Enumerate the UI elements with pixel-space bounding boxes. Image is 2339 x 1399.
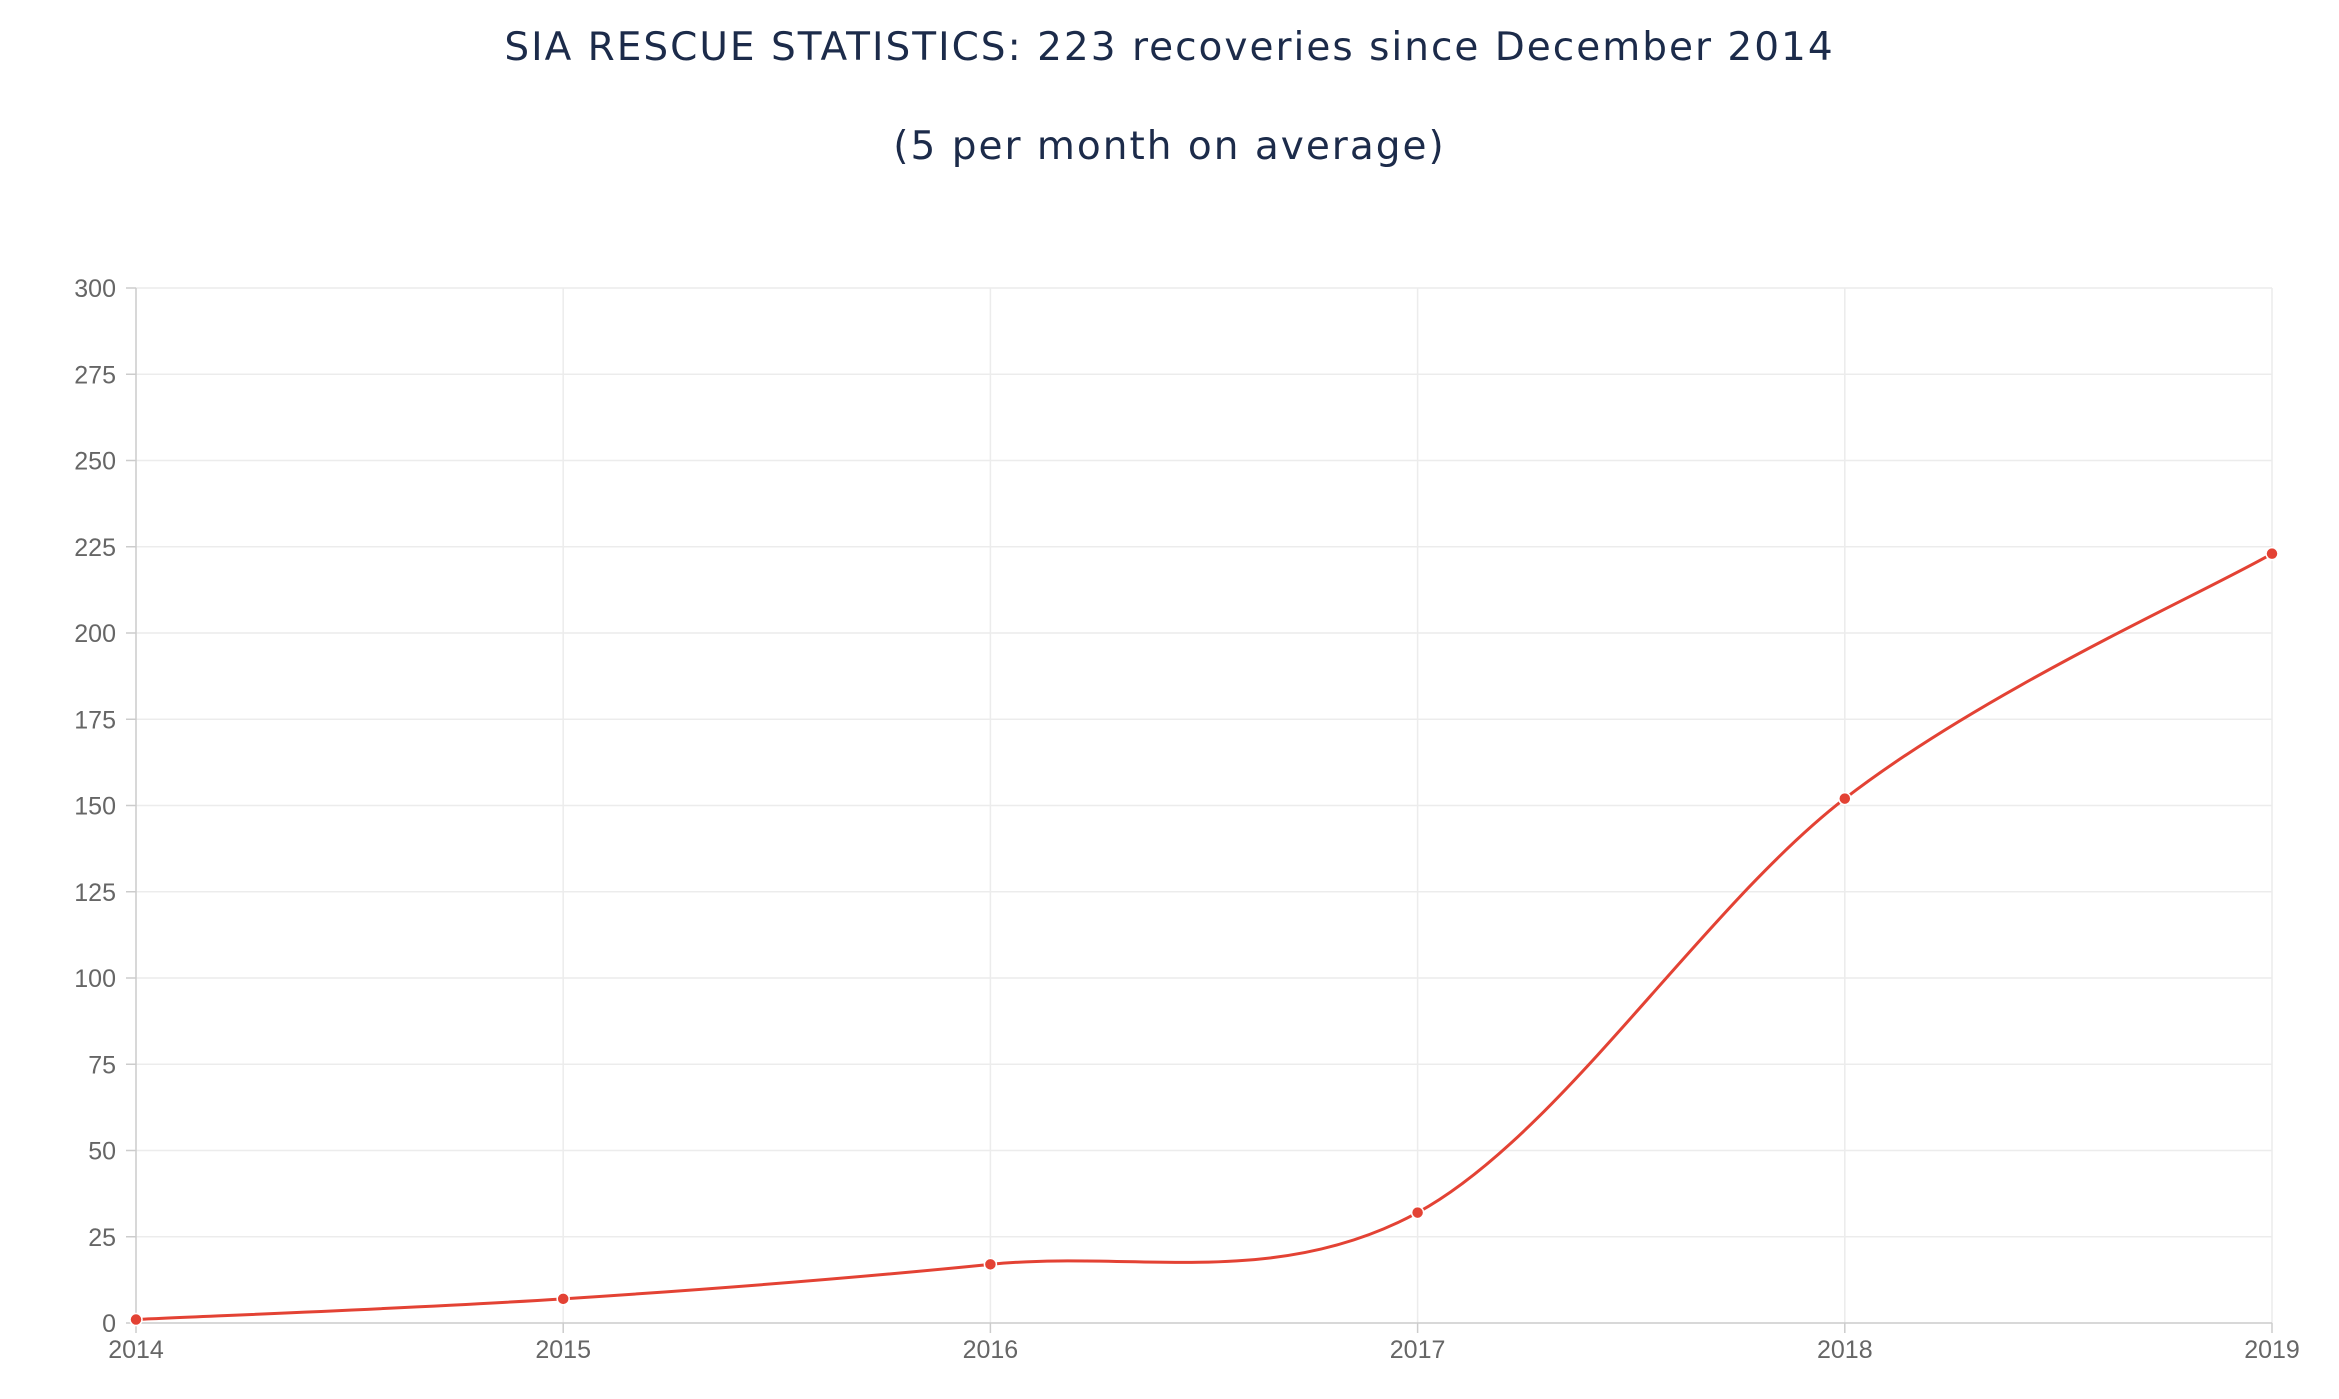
y-tick-label: 100: [74, 965, 116, 993]
y-tick-label: 25: [88, 1224, 116, 1252]
data-point[interactable]: [2265, 546, 2279, 561]
x-tick-label: 2014: [108, 1336, 164, 1364]
y-tick-label: 250: [74, 448, 116, 476]
grid-lines: [136, 287, 2273, 1323]
y-tick-label: 225: [74, 534, 116, 562]
y-tick-label: 175: [74, 706, 116, 734]
chart-subtitle: (5 per month on average): [893, 124, 1446, 169]
x-tick-label: 2019: [2244, 1336, 2300, 1364]
x-axis-ticks: 2014 2015 2016 2017 2018 2019: [108, 1323, 2300, 1364]
x-tick-label: 2017: [1390, 1336, 1446, 1364]
y-tick-label: 75: [88, 1051, 116, 1079]
x-tick-label: 2018: [1817, 1336, 1873, 1364]
data-point[interactable]: [1838, 791, 1852, 806]
series-layer: [134, 552, 2274, 1322]
data-point[interactable]: [556, 1292, 570, 1306]
y-axis-ticks: 0 25 50 75 100 125 150 175 200 225 250 275 300: [74, 275, 136, 1338]
data-point[interactable]: [1410, 1205, 1425, 1220]
chart-title: SIA RESCUE STATISTICS: 223 recoveries si…: [504, 25, 1835, 70]
x-tick-label: 2015: [535, 1336, 591, 1364]
x-tick-label: 2016: [963, 1336, 1019, 1364]
series-line: [134, 552, 2274, 1322]
y-tick-label: 200: [74, 620, 116, 648]
y-tick-label: 50: [88, 1138, 116, 1166]
data-point[interactable]: [983, 1257, 998, 1272]
data-point[interactable]: [129, 1312, 143, 1327]
y-tick-label: 275: [74, 361, 116, 389]
y-tick-label: 300: [74, 275, 116, 303]
data-points: [129, 546, 2279, 1327]
y-tick-label: 0: [102, 1310, 116, 1338]
y-tick-label: 150: [74, 793, 116, 821]
y-tick-label: 125: [74, 879, 116, 907]
